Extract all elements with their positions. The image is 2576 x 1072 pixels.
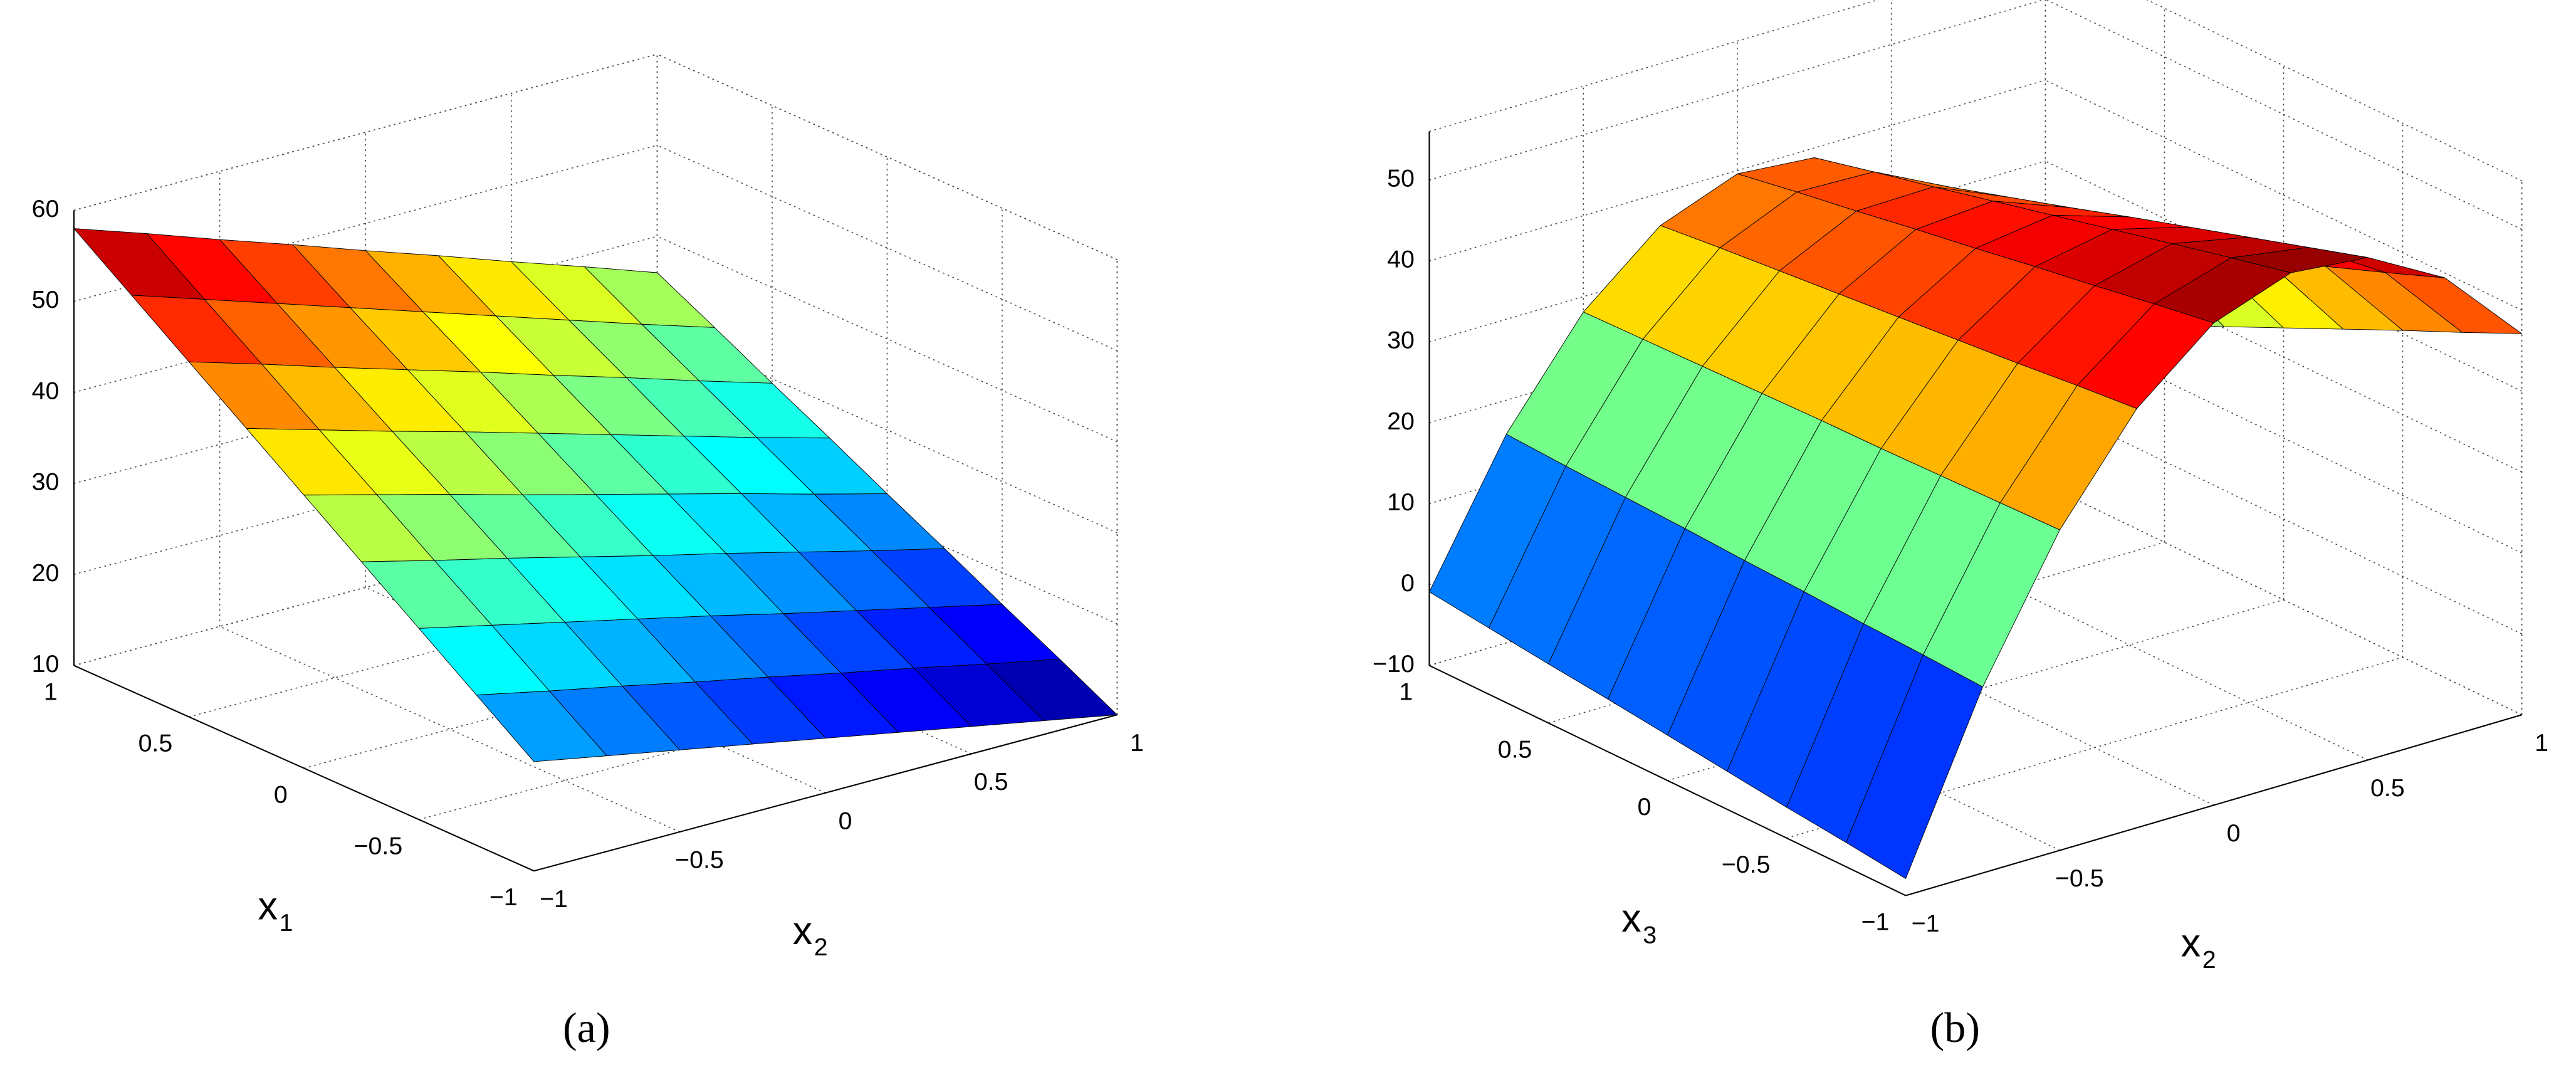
x-tick-label: 0 [839, 807, 852, 834]
z-tick-label: 50 [32, 286, 60, 313]
grid-line [189, 560, 773, 718]
x-axis [1905, 714, 2522, 896]
x-axis-label-sub: 2 [814, 933, 828, 961]
box-edge [657, 53, 1118, 260]
x-tick-label: −1 [1912, 910, 1940, 937]
grid-line [1786, 656, 2403, 839]
grid-line [1429, 0, 2045, 181]
panel-label: (b) [1930, 1004, 1980, 1051]
grid-line [73, 236, 657, 393]
z-tick-label: 60 [32, 195, 60, 223]
grid-line [419, 663, 1003, 821]
x-tick-label: 0.5 [974, 768, 1008, 796]
z-tick-label: 20 [1387, 407, 1415, 435]
y-tick-label: −0.5 [354, 832, 403, 859]
box-edge [2146, 0, 2522, 182]
y-tick-label: 0.5 [1498, 735, 1532, 763]
x-tick-label: 1 [2535, 729, 2548, 757]
x-axis-label: x [793, 909, 812, 953]
y-tick-label: 0 [274, 780, 288, 808]
y-axis-label-sub: 3 [1643, 922, 1657, 949]
y-tick-label: −0.5 [1722, 851, 1771, 878]
panel-label: (a) [563, 1004, 610, 1051]
box-edge [1429, 0, 1880, 132]
z-tick-label: 30 [1387, 327, 1415, 354]
surface-patch [476, 690, 607, 762]
y-axis-label: x [1621, 896, 1641, 940]
grid-line [73, 418, 657, 575]
y-axis-label: x [258, 885, 278, 928]
x-tick-label: −1 [540, 885, 568, 913]
x-axis-label: x [2181, 922, 2201, 965]
z-tick-label: 10 [32, 650, 60, 678]
x-tick-label: −0.5 [2055, 864, 2104, 892]
x-tick-label: 0.5 [2370, 774, 2405, 802]
y-tick-label: 0 [1637, 793, 1651, 821]
surface [1428, 157, 2523, 879]
z-tick-label: 40 [1387, 246, 1415, 273]
surface-patch [1846, 654, 1983, 879]
grid-line [73, 327, 657, 484]
z-tick-label: 40 [32, 377, 60, 404]
y-tick-label: 0.5 [139, 729, 173, 757]
z-tick-label: 20 [32, 559, 60, 587]
y-axis [73, 665, 535, 872]
x-tick-label: 1 [1130, 729, 1144, 757]
z-tick-label: 0 [1401, 569, 1415, 597]
grid-line [73, 508, 657, 666]
z-tick-label: 50 [1387, 165, 1415, 192]
y-axis [1428, 665, 1907, 896]
y-tick-label: 1 [1399, 678, 1413, 706]
x-axis-label-sub: 2 [2202, 946, 2216, 974]
y-axis-label-sub: 1 [280, 909, 293, 937]
y-tick-label: 1 [44, 678, 58, 706]
grid-line [2046, 0, 2522, 230]
y-tick-label: −1 [1861, 908, 1890, 936]
x-axis [533, 714, 1118, 872]
box-edge [73, 53, 657, 211]
grid-line [303, 611, 887, 769]
x-tick-label: −0.5 [675, 846, 724, 874]
surface [73, 228, 1118, 762]
z-tick-label: −10 [1373, 650, 1415, 678]
grid-line [657, 53, 1118, 260]
grid-line [1429, 80, 2046, 261]
x-tick-label: 0 [2227, 819, 2241, 847]
z-tick-label: 30 [32, 468, 60, 496]
z-tick-label: 10 [1387, 488, 1415, 516]
y-tick-label: −1 [490, 883, 518, 911]
